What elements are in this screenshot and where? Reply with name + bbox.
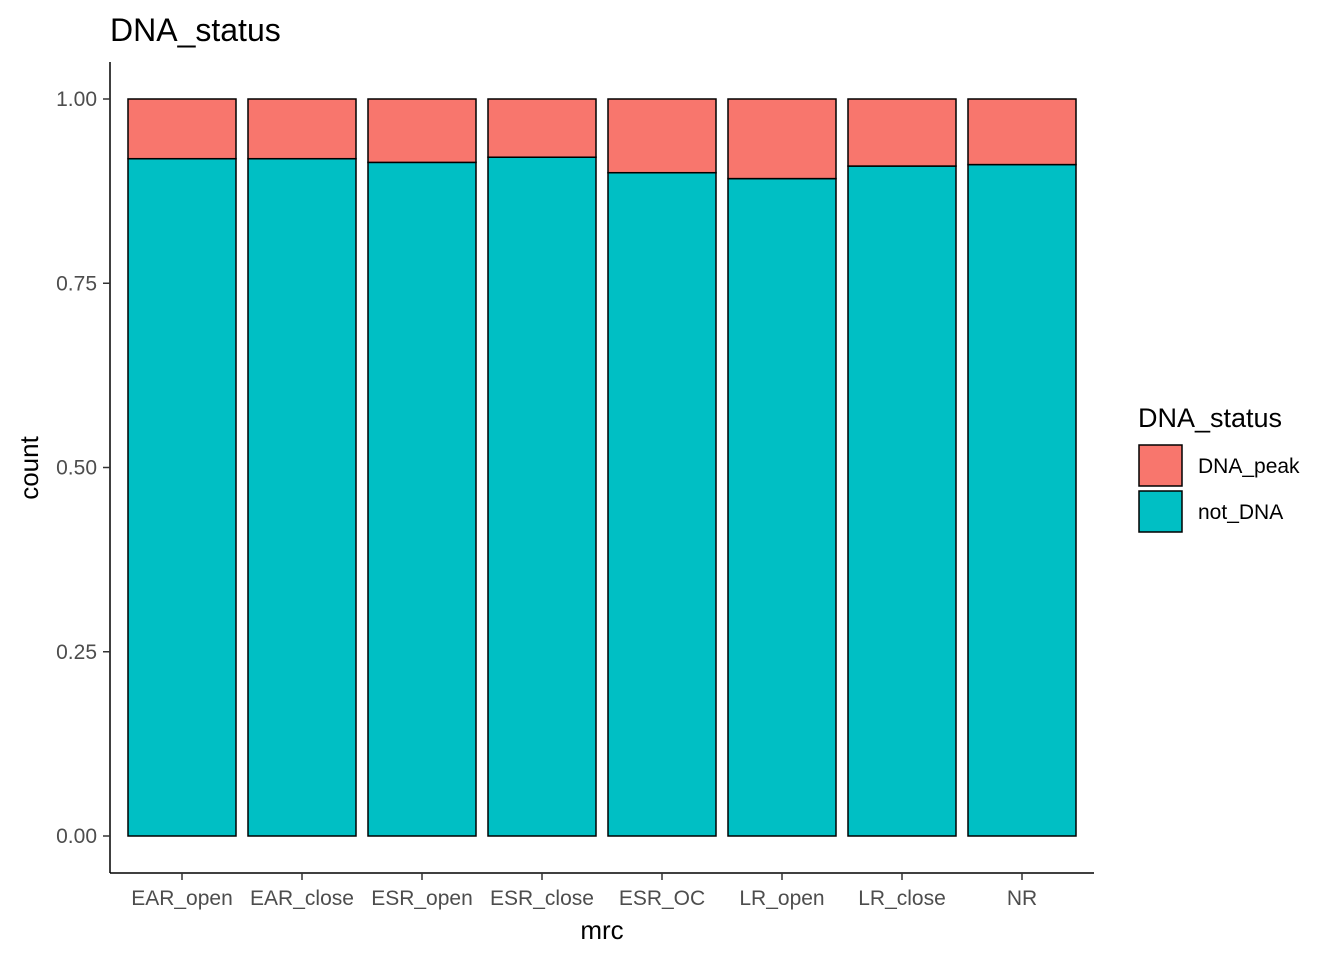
x-tick-label: LR_close (858, 887, 946, 910)
y-axis-ticks: 0.00 0.25 0.50 0.75 1.00 (56, 88, 110, 848)
x-tick-label: ESR_close (490, 887, 594, 910)
chart-title: DNA_status (110, 12, 281, 48)
y-tick-label: 0.25 (56, 641, 97, 664)
y-axis-title: count (14, 435, 44, 499)
x-tick-label: NR (1007, 887, 1037, 910)
y-tick-label: 1.00 (56, 88, 97, 111)
bar-DNA_peak-LR_open (727, 98, 837, 180)
legend-label-not_DNA: not_DNA (1198, 501, 1283, 524)
legend-label-DNA_peak: DNA_peak (1198, 455, 1300, 478)
bar-not_DNA-LR_open (727, 177, 837, 837)
bar-DNA_peak-ESR_open (367, 98, 477, 164)
x-tick-label: ESR_OC (619, 887, 705, 910)
bar-not_DNA-NR (967, 163, 1077, 837)
bar-not_DNA-EAR_close (247, 157, 357, 837)
y-tick-label: 0.00 (56, 825, 97, 848)
bar-not_DNA-LR_close (847, 165, 957, 837)
legend-key-DNA_peak (1138, 444, 1183, 487)
bar-not_DNA-ESR_close (487, 156, 597, 837)
bar-DNA_peak-ESR_OC (607, 98, 717, 174)
x-tick-label: EAR_open (131, 887, 233, 910)
bar-not_DNA-ESR_open (367, 161, 477, 837)
x-tick-label: LR_open (739, 887, 824, 910)
legend-key-not_DNA (1138, 490, 1183, 533)
y-tick-label: 0.75 (56, 272, 97, 295)
bar-DNA_peak-EAR_open (127, 98, 237, 160)
y-tick-label: 0.50 (56, 457, 97, 480)
bar-DNA_peak-NR (967, 98, 1077, 166)
x-axis-ticks: EAR_open EAR_close ESR_open ESR_close ESR_OC… (131, 873, 1037, 910)
x-tick-label: EAR_close (250, 887, 354, 910)
bar-not_DNA-ESR_OC (607, 171, 717, 837)
bar-not_DNA-EAR_open (127, 157, 237, 837)
bar-DNA_peak-ESR_close (487, 98, 597, 158)
legend-title: DNA_status (1138, 403, 1282, 433)
x-axis-title: mrc (580, 915, 623, 945)
bar-DNA_peak-EAR_close (247, 98, 357, 160)
bar-DNA_peak-LR_close (847, 98, 957, 167)
bars-layer (127, 98, 1077, 837)
x-tick-label: ESR_open (371, 887, 473, 910)
legend: DNA_status DNA_peak not_DNA (1138, 403, 1300, 533)
